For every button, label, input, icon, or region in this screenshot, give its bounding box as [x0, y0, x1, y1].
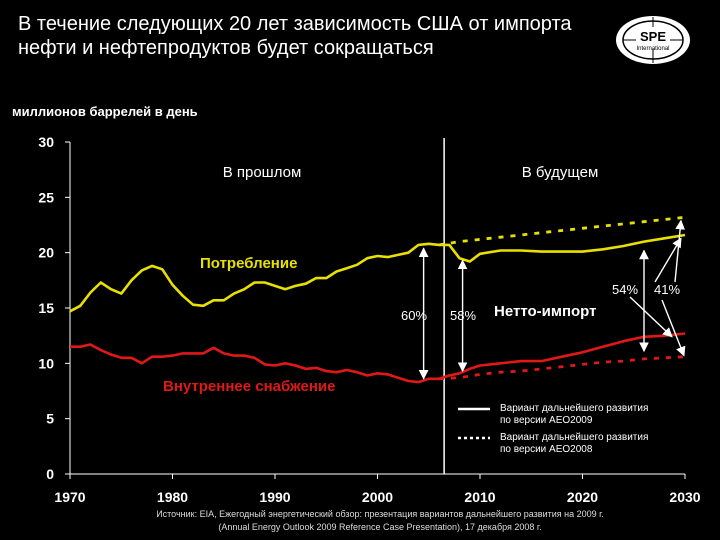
consumption-label: Потребление: [200, 255, 297, 272]
x-tick-label: 2020: [567, 489, 598, 505]
series-line-1: [70, 332, 686, 384]
import-share-2030-aeo2009: 54%: [612, 282, 638, 297]
x-tick-label: 2030: [669, 489, 700, 505]
axes-group: 0 5 10 15 20 25 30 1970 1980 1990 2000 2010 2020 2030…: [38, 134, 700, 505]
spe-logo: SPE International: [616, 16, 690, 64]
annotation-arrow-3: [629, 296, 673, 338]
x-tick-label: 1970: [54, 489, 85, 505]
x-tick-label: 2010: [464, 489, 495, 505]
annotations-group: Потребление Внутреннее снабжение Нетто-имп…: [163, 219, 686, 455]
legend-label-1-line2: по версии AEO2008: [500, 444, 593, 455]
region-label-future: В будущем: [522, 164, 599, 181]
series-line-3: [438, 355, 686, 381]
y-tick-label: 5: [46, 411, 54, 427]
y-tick-label: 20: [38, 245, 54, 261]
x-tick-label: 2000: [362, 489, 393, 505]
y-tick-label: 0: [46, 466, 54, 482]
legend-label-1-line1: Вариант дальнейшего развития: [500, 432, 648, 443]
y-tick-label: 30: [38, 134, 54, 150]
import-share-2030-aeo2008: 41%: [654, 282, 680, 297]
logo-text-international: International: [636, 46, 669, 52]
net-import-label: Нетто-импорт: [494, 303, 596, 320]
slide-title: В течение следующих 20 лет зависимость С…: [18, 13, 572, 59]
logo-text-spe: SPE: [640, 29, 666, 44]
series-line-0: [69, 233, 686, 313]
x-tick-label: 1990: [259, 489, 290, 505]
annotation-arrow-5: [674, 219, 686, 283]
legend-label-0-line2: по версии AEO2009: [500, 415, 593, 426]
series-line-2: [438, 215, 686, 247]
y-tick-label: 15: [38, 300, 54, 316]
annotation-arrow-4: [654, 237, 682, 283]
legend-label-0-line1: Вариант дальнейшего развития: [500, 403, 648, 414]
x-tick-label: 1980: [157, 489, 188, 505]
region-label-past: В прошлом: [223, 164, 302, 181]
y-tick-label: 25: [38, 189, 54, 205]
units-label: миллионов баррелей в день: [12, 104, 198, 119]
domestic-supply-label: Внутреннее снабжение: [163, 378, 335, 395]
source-line-2: (Annual Energy Outlook 2009 Reference Ca…: [218, 522, 542, 532]
annotation-arrow-6: [661, 299, 686, 357]
y-tick-label: 10: [38, 355, 54, 371]
series-group: [69, 215, 686, 384]
source-line-1: Источник: EIA, Ежегодный энергетический …: [156, 509, 604, 519]
source-note: Источник: EIA, Ежегодный энергетический …: [100, 508, 660, 534]
